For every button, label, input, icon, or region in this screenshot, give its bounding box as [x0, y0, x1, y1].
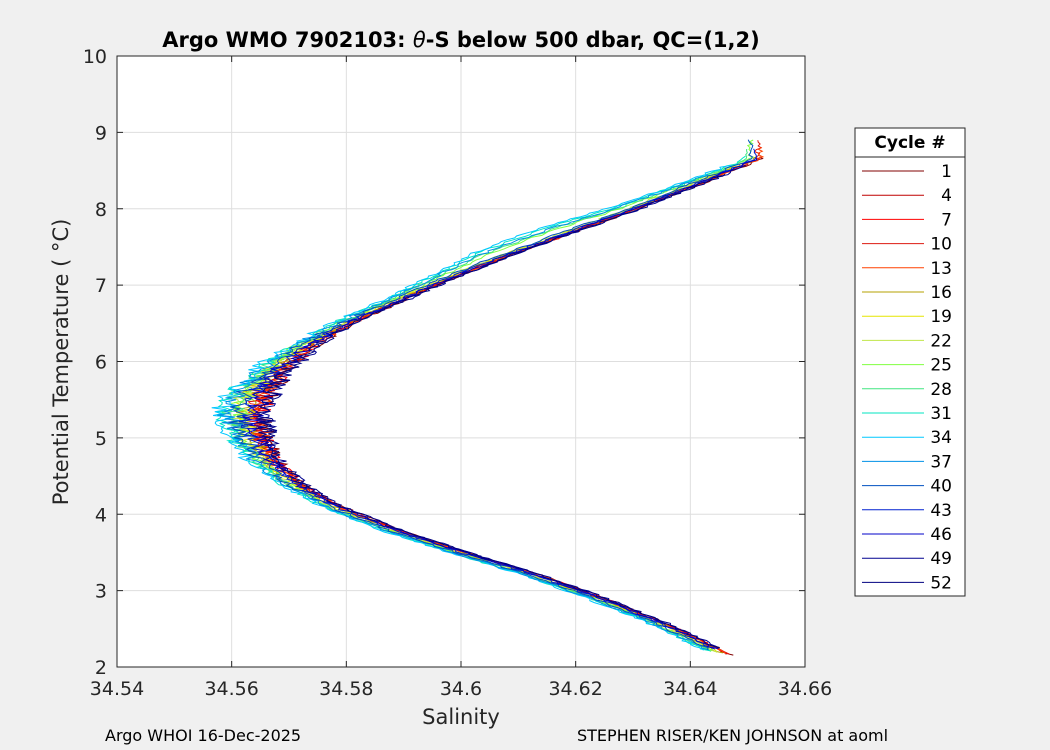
- series-line-cycle-46: [242, 157, 758, 650]
- legend-label: 43: [930, 501, 952, 521]
- series-line-cycle-34: [211, 164, 732, 651]
- y-tick-label: 3: [95, 581, 107, 603]
- x-tick-label: 34.64: [663, 678, 717, 700]
- y-axis-label: Potential Temperature ( °C): [49, 219, 73, 506]
- legend-label: 31: [930, 404, 952, 424]
- legend-label: 34: [930, 428, 952, 448]
- legend-label: 4: [941, 186, 952, 206]
- footer-right: STEPHEN RISER/KEN JOHNSON at aoml: [577, 726, 888, 745]
- x-tick-label: 34.62: [548, 678, 602, 700]
- legend-label: 22: [930, 331, 952, 351]
- legend-title: Cycle #: [874, 133, 945, 153]
- legend-label: 1: [941, 162, 952, 182]
- y-tick-label: 9: [95, 122, 107, 144]
- legend-label: 19: [930, 307, 952, 327]
- chart-title: Argo WMO 7902103: θ-S below 500 dbar, QC…: [162, 28, 759, 52]
- series-group: [211, 139, 765, 656]
- y-tick-label: 4: [95, 504, 107, 526]
- x-tick-label: 34.66: [778, 678, 832, 700]
- legend-label: 28: [930, 380, 952, 400]
- legend-label: 7: [941, 210, 952, 230]
- legend-label: 10: [930, 235, 952, 255]
- series-line-cycle-37: [217, 174, 710, 651]
- x-tick-label: 34.54: [90, 678, 144, 700]
- legend-label: 16: [930, 283, 952, 303]
- x-tick-label: 34.6: [440, 678, 482, 700]
- y-tick-label: 10: [83, 46, 107, 68]
- series-line-cycle-40: [228, 139, 754, 650]
- legend-label: 49: [930, 549, 952, 569]
- legend-label: 25: [930, 356, 952, 376]
- series-line-cycle-49: [255, 164, 747, 649]
- y-tick-label: 8: [95, 199, 107, 221]
- series-line-cycle-52: [255, 173, 726, 649]
- y-tick-label: 5: [95, 428, 107, 450]
- legend-label: 46: [930, 525, 952, 545]
- x-tick-label: 34.56: [204, 678, 258, 700]
- legend: Cycle # 1 4 7 10 13 16 19 22 25 28 31 34 37 40 43 46 49 5…: [854, 127, 966, 597]
- y-axis-ticks: 2 3 4 5 6 7 8 9 10: [83, 46, 805, 679]
- legend-label: 37: [930, 452, 952, 472]
- legend-label: 40: [930, 477, 952, 497]
- y-tick-label: 7: [95, 275, 107, 297]
- legend-label: 52: [930, 573, 952, 593]
- legend-box: [854, 127, 966, 597]
- footer-left: Argo WHOI 16-Dec-2025: [105, 726, 301, 745]
- legend-items: 1 4 7 10 13 16 19 22 25 28 31 34 37 40 43 46 49 52: [862, 162, 952, 593]
- y-tick-label: 2: [95, 657, 107, 679]
- x-tick-label: 34.58: [319, 678, 373, 700]
- x-axis-label: Salinity: [422, 705, 500, 729]
- legend-label: 13: [930, 259, 952, 279]
- x-axis-ticks: 34.54 34.56 34.58 34.6 34.62 34.64 34.66: [90, 56, 832, 700]
- y-tick-label: 6: [95, 352, 107, 374]
